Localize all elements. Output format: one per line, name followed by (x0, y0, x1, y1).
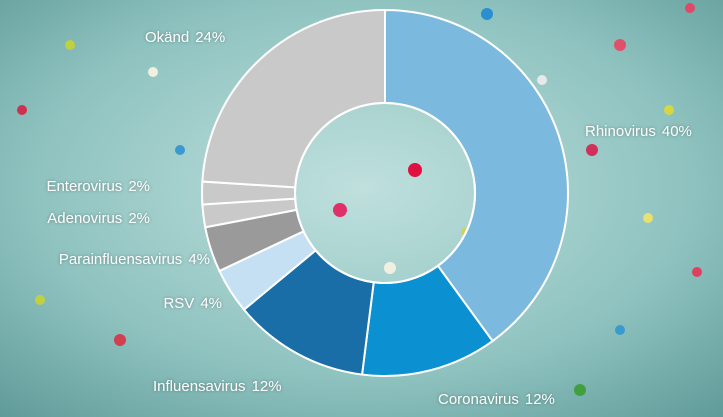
category-label: Rhinovirus (585, 123, 656, 140)
category-label: Okänd (145, 29, 189, 46)
background-dots (17, 3, 702, 396)
value-label: 12% (252, 378, 282, 395)
value-label: 24% (195, 29, 225, 46)
slice-label: Influensavirus 12% (153, 378, 282, 395)
value-label: 40% (662, 123, 692, 140)
slice-label: Enterovirus 2% (46, 178, 150, 195)
slice-label: RSV 4% (163, 295, 222, 312)
category-label: Parainfluensavirus (59, 251, 182, 268)
category-label: Adenovirus (47, 210, 122, 227)
category-label: Coronavirus (438, 391, 519, 408)
slice-label: Adenovirus 2% (47, 210, 150, 227)
category-label: Influensavirus (153, 378, 246, 395)
slice-label: Parainfluensavirus 4% (59, 251, 210, 268)
value-label: 4% (200, 295, 222, 312)
category-label: Enterovirus (46, 178, 122, 195)
value-label: 4% (188, 251, 210, 268)
slice-label: Rhinovirus 40% (585, 123, 692, 140)
value-label: 12% (525, 391, 555, 408)
category-label: RSV (163, 295, 194, 312)
slice-label: Coronavirus 12% (438, 391, 555, 408)
value-label: 2% (128, 210, 150, 227)
value-label: 2% (128, 178, 150, 195)
donut-hole-ring (294, 102, 476, 284)
slice-label: Okänd 24% (145, 29, 225, 46)
